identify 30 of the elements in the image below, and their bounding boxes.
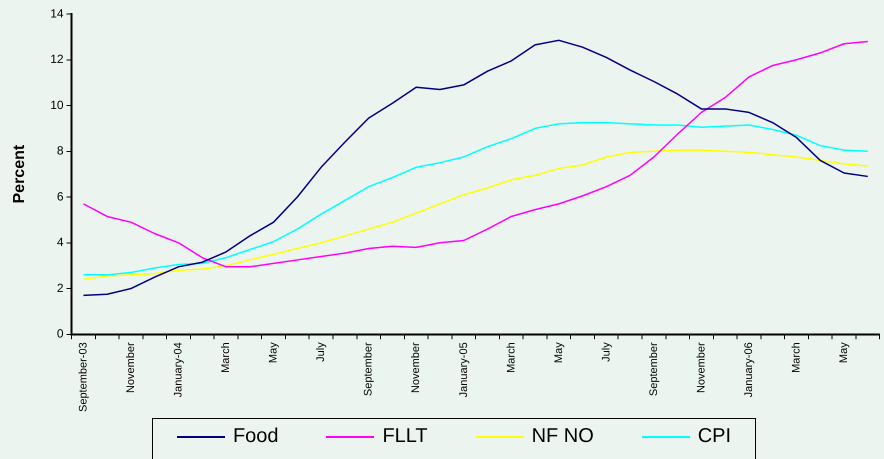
x-tick-label: November: [410, 342, 422, 394]
legend-label: NF NO: [532, 425, 594, 448]
y-tick-label: 8: [56, 144, 64, 158]
x-tick-label: September: [362, 342, 375, 396]
x-tick-label: January-04: [172, 342, 185, 398]
x-tick-label: July: [600, 342, 612, 362]
x-tick-label: March: [790, 342, 803, 373]
x-tick-label: July: [315, 342, 328, 362]
x-tick-label: November: [125, 342, 137, 394]
y-tick-label: 12: [50, 52, 64, 66]
y-tick-label: 2: [56, 280, 64, 295]
y-tick-label: 4: [56, 235, 64, 250]
y-axis-title: Percent: [11, 144, 28, 204]
legend-label: Food: [232, 425, 279, 448]
y-tick-label: 6: [56, 189, 64, 204]
x-tick-label: May: [838, 342, 850, 364]
y-tick-label: 14: [50, 6, 64, 20]
x-tick-label: November: [695, 342, 708, 394]
x-tick-label: May: [552, 342, 565, 364]
legend-label: FLLT: [382, 425, 428, 448]
x-tick-label: March: [220, 342, 232, 373]
y-tick-label: 10: [50, 98, 64, 112]
x-tick-label: March: [505, 342, 518, 373]
x-tick-label: September: [648, 342, 660, 396]
legend-label: CPI: [698, 425, 732, 448]
x-tick-label: January-05: [458, 342, 470, 398]
x-tick-label: January-06: [742, 342, 755, 398]
y-tick-label: 0: [56, 326, 64, 341]
x-tick-label: September-03: [77, 342, 90, 412]
x-tick-label: May: [268, 342, 280, 364]
